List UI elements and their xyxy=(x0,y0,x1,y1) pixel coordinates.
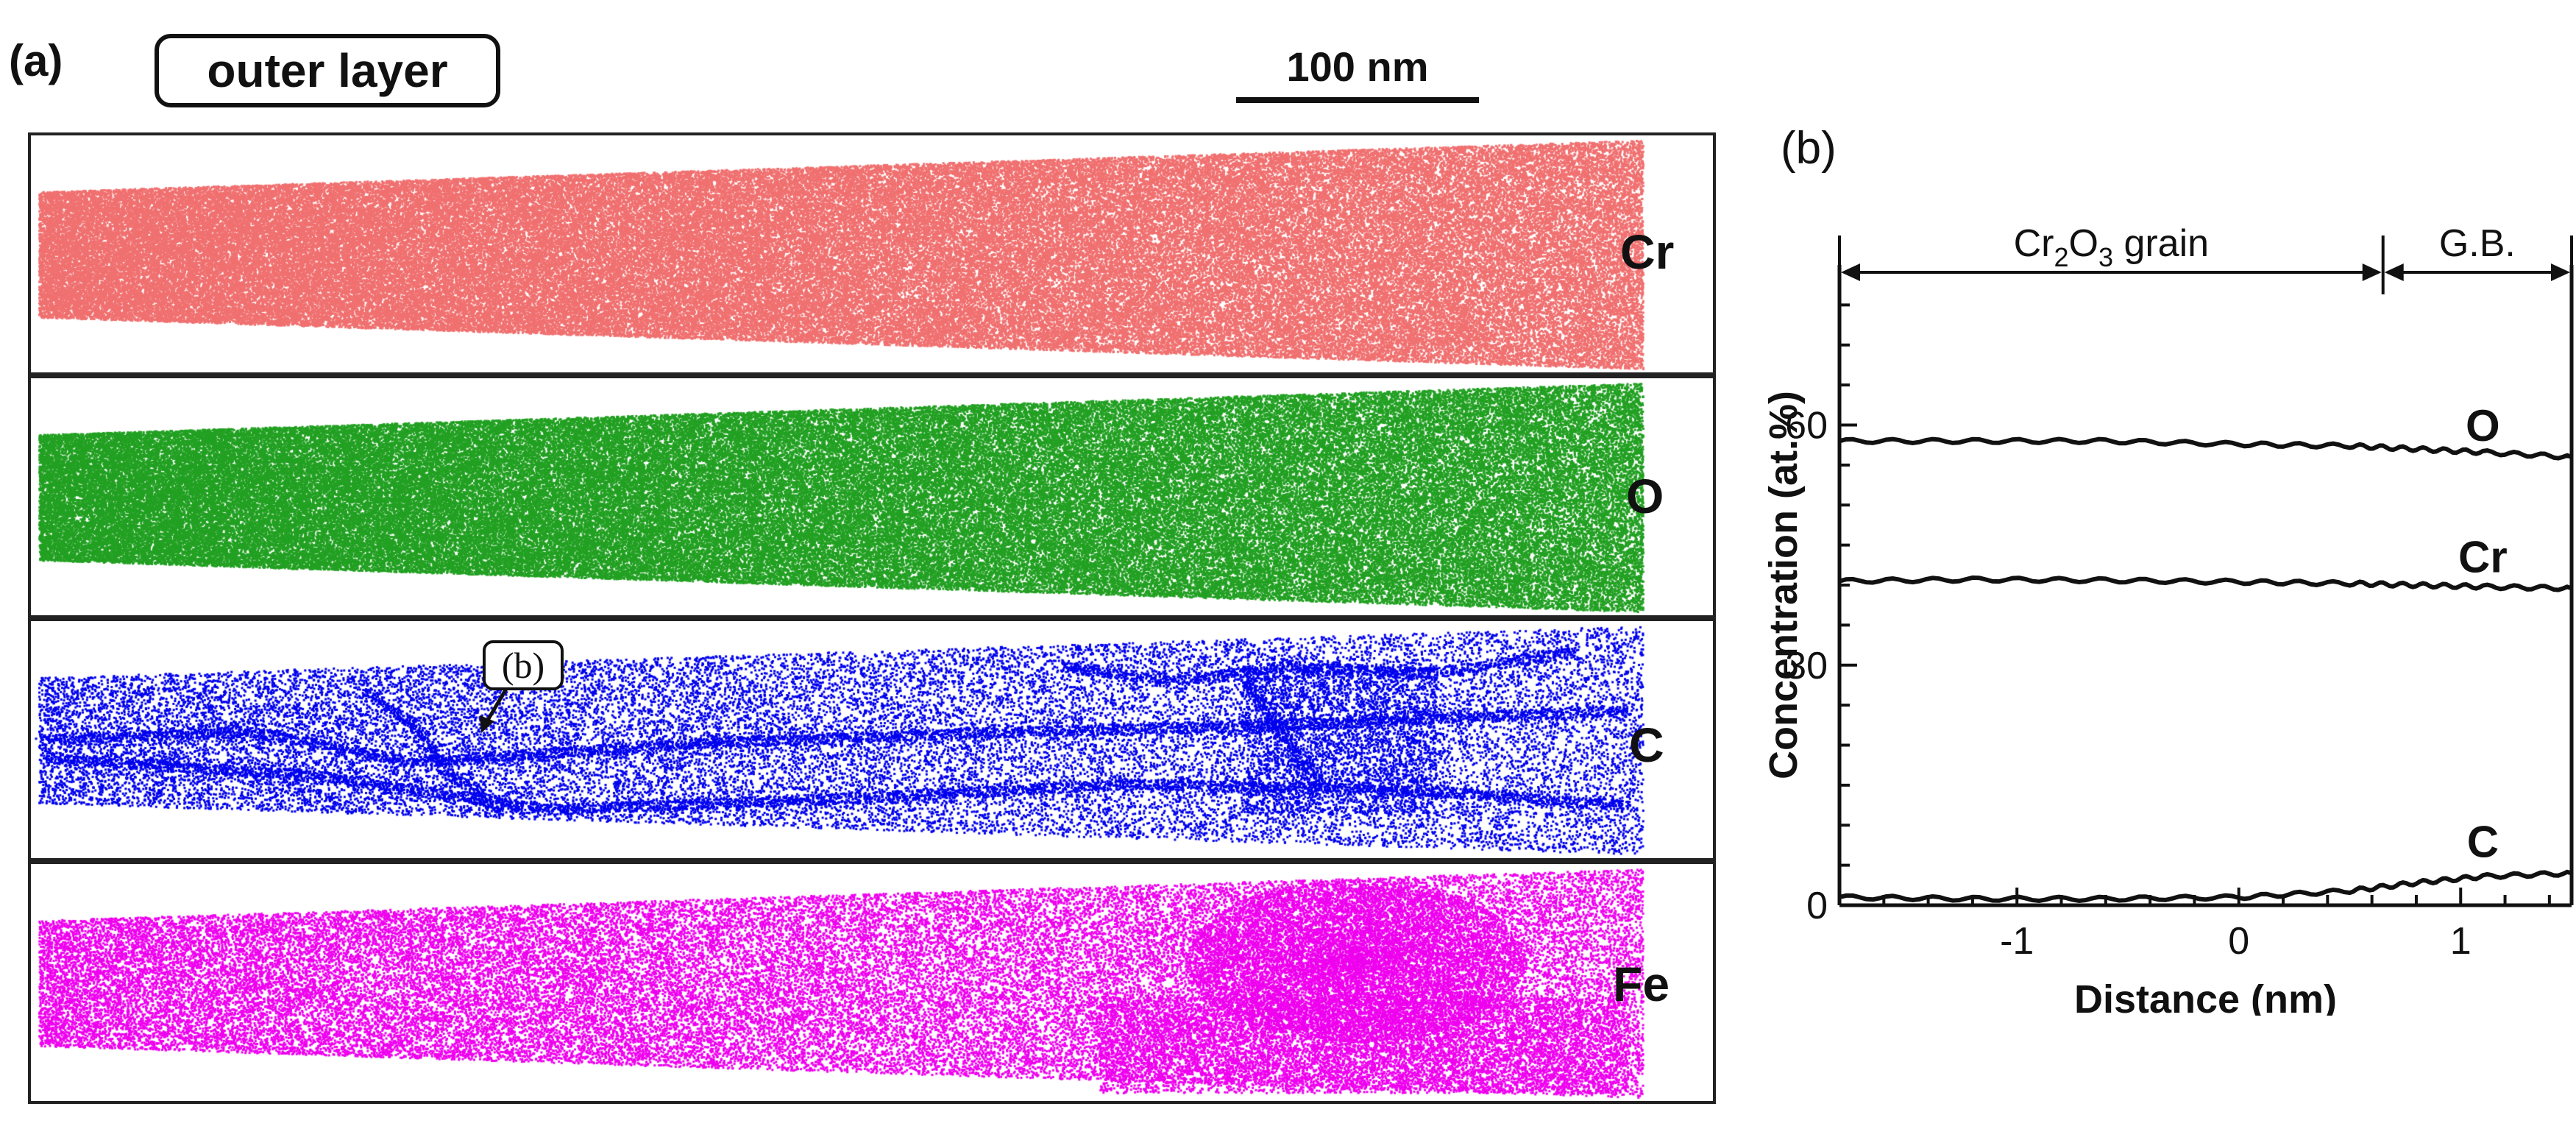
outer-layer-title: outer layer xyxy=(155,34,500,107)
label-c: C xyxy=(1629,718,1664,772)
concentration-chart: 0 30 60 -1 0 1 Distance (nm) Concentration (at.… xyxy=(1761,222,2574,1016)
strip-c: C xyxy=(28,618,1716,861)
grain-arrow-head-left xyxy=(1841,263,1860,281)
o-atom-map xyxy=(31,378,1713,615)
callout-arrow xyxy=(480,687,508,733)
series-c-label: C xyxy=(2467,818,2499,867)
panel-a-label: (a) xyxy=(9,36,63,85)
y-tick-label: 60 xyxy=(1785,405,1828,447)
y-tick-label: 0 xyxy=(1806,885,1828,927)
x-tick-label: 0 xyxy=(2228,920,2249,963)
fe-atom-map xyxy=(31,864,1713,1101)
label-o: O xyxy=(1626,469,1664,523)
series-cr-label: Cr xyxy=(2458,532,2508,581)
strip-o: O xyxy=(28,375,1716,618)
gb-arrow-head-left xyxy=(2384,263,2404,281)
strip-cr: Cr xyxy=(28,132,1716,375)
grain-arrow-head-right xyxy=(2362,263,2382,281)
series-o-line xyxy=(1839,436,2573,461)
series-cr-line xyxy=(1839,575,2572,592)
panel-b-label: (b) xyxy=(1781,123,1837,174)
c-atom-map xyxy=(31,621,1713,858)
gb-arrow-head-right xyxy=(2551,263,2570,281)
x-tick-label: 1 xyxy=(2450,920,2472,963)
y-tick-label: 30 xyxy=(1785,645,1828,687)
scalebar-label: 100 nm xyxy=(1286,43,1429,90)
series-c-line xyxy=(1839,869,2572,904)
gb-region-label: G.B. xyxy=(2439,222,2516,265)
callout-b: (b) xyxy=(483,640,564,690)
grain-region-label: Cr2O3 grain xyxy=(2014,222,2209,272)
label-fe: Fe xyxy=(1613,957,1670,1011)
strip-fe: Fe xyxy=(28,861,1716,1104)
series-o-label: O xyxy=(2466,401,2500,450)
x-axis-label: Distance (nm) xyxy=(2074,977,2337,1016)
cr-atom-map xyxy=(31,135,1713,372)
x-tick-label: -1 xyxy=(2000,920,2034,963)
scalebar xyxy=(1236,97,1479,103)
label-cr: Cr xyxy=(1620,224,1675,279)
y-axis-label: Concentration (at.%) xyxy=(1761,391,1806,779)
